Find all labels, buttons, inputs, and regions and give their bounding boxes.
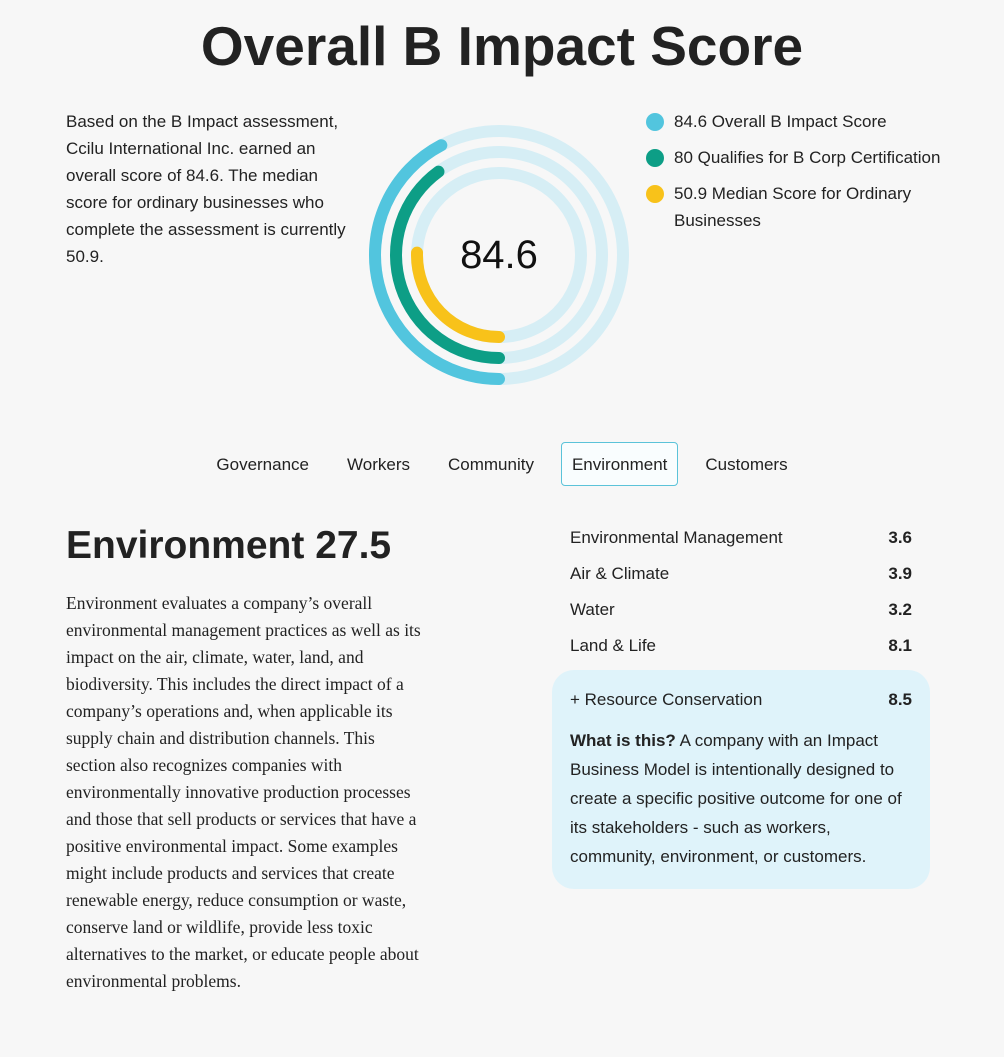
gauge-legend: 84.6 Overall B Impact Score 80 Qualifies… (646, 108, 946, 243)
legend-dot-bcorp (646, 149, 664, 167)
gauge-center-score: 84.6 (460, 232, 538, 277)
gauge-arc-overall (369, 139, 505, 385)
score-gauge: 84.6 (368, 124, 630, 386)
score-label: + Resource Conservation (570, 690, 763, 709)
score-row-land-life: Land & Life 8.1 (552, 628, 930, 664)
section-description: Environment evaluates a company’s overal… (66, 593, 421, 991)
tab-customers[interactable]: Customers (705, 455, 788, 474)
score-label: Air & Climate (570, 564, 670, 583)
score-label: Water (570, 600, 615, 619)
score-value: 8.1 (888, 636, 912, 655)
what-is-this-title: What is this? (570, 731, 676, 750)
gauge-arc-bcorp (390, 165, 505, 364)
tab-community[interactable]: Community (448, 455, 534, 474)
legend-dot-overall (646, 113, 664, 131)
section-title: Environment 27.5 (66, 524, 392, 567)
legend-dot-median (646, 185, 664, 203)
tab-governance[interactable]: Governance (216, 455, 310, 474)
category-tabs: Governance Workers Community Environment… (0, 442, 1004, 486)
what-is-this-text: A company with an Impact Business Model … (570, 731, 902, 866)
tab-workers[interactable]: Workers (347, 455, 410, 474)
page-title: Overall B Impact Score (200, 15, 804, 77)
tab-environment[interactable]: Environment (560, 442, 679, 486)
score-row-air-climate: Air & Climate 3.9 (552, 556, 930, 592)
score-value: 3.2 (888, 600, 912, 619)
score-label: Land & Life (570, 636, 657, 655)
legend-item-overall: 84.6 Overall B Impact Score (646, 108, 946, 135)
score-value: 3.6 (888, 528, 912, 547)
score-gauge-chart (369, 125, 629, 385)
legend-label-bcorp: 80 Qualifies for B Corp Certification (674, 148, 941, 167)
impact-business-model-card: + Resource Conservation 8.5 What is this… (552, 670, 930, 889)
legend-item-bcorp: 80 Qualifies for B Corp Certification (646, 144, 946, 171)
legend-label-median: 50.9 Median Score for Ordinary Businesse… (674, 184, 912, 230)
score-row-resource-conservation[interactable]: + Resource Conservation 8.5 (570, 678, 912, 722)
score-label: Environmental Management (570, 528, 783, 547)
legend-item-median: 50.9 Median Score for Ordinary Businesse… (646, 180, 946, 234)
legend-label-overall: 84.6 Overall B Impact Score (674, 112, 887, 131)
score-value: 8.5 (888, 690, 912, 709)
score-summary: Based on the B Impact assessment, Ccilu … (66, 112, 346, 266)
gauge-arc-median (411, 246, 505, 343)
score-row-water: Water 3.2 (552, 592, 930, 628)
what-is-this-explanation: What is this? A company with an Impact B… (570, 726, 912, 871)
score-row-environmental-management: Environmental Management 3.6 (552, 520, 930, 556)
subcategory-scores: Environmental Management 3.6 Air & Clima… (552, 520, 930, 889)
score-value: 3.9 (888, 564, 912, 583)
